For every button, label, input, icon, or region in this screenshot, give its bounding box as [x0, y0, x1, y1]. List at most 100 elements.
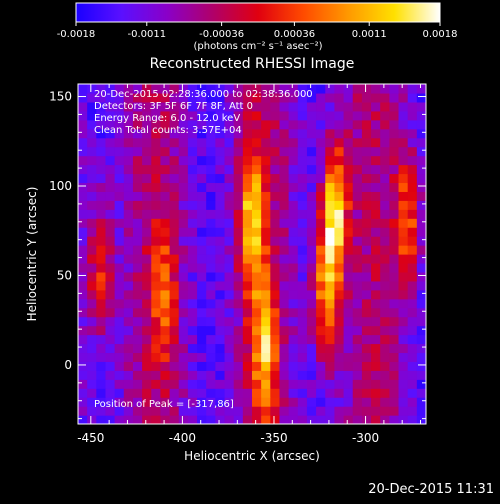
heatmap-cell: [178, 182, 189, 192]
heatmap-cell: [270, 227, 281, 237]
heatmap-cell: [389, 84, 400, 94]
heatmap-cell: [380, 92, 390, 103]
heatmap-cell: [160, 173, 171, 184]
heatmap-cell: [334, 415, 345, 424]
heatmap-cell: [389, 182, 400, 192]
heatmap-cell: [114, 209, 125, 219]
heatmap-cell: [197, 307, 207, 318]
heatmap-cell: [270, 245, 281, 255]
heatmap-cell: [389, 209, 400, 219]
heatmap-cell: [398, 119, 409, 130]
heatmap-cell: [398, 254, 409, 264]
heatmap-cell: [325, 379, 336, 389]
heatmap-cell: [407, 352, 418, 362]
heatmap-cell: [169, 92, 180, 103]
heatmap-cell: [78, 370, 88, 380]
heatmap-cell: [224, 334, 235, 345]
heatmap-cell: [343, 182, 354, 192]
heatmap-cell: [197, 298, 207, 309]
heatmap-cell: [398, 352, 409, 362]
heatmap-cell: [343, 352, 354, 362]
heatmap-cell: [142, 245, 152, 255]
heatmap-cell: [123, 227, 134, 237]
heatmap-cell: [407, 200, 418, 210]
heatmap-cell: [87, 397, 97, 407]
heatmap-cell: [398, 182, 409, 192]
heatmap-cell: [416, 298, 426, 309]
heatmap-cell: [407, 406, 418, 416]
heatmap-cell: [389, 397, 400, 407]
heatmap-cell: [325, 146, 336, 157]
heatmap-cell: [334, 397, 345, 407]
heatmap-cell: [178, 137, 189, 148]
heatmap-cell: [123, 146, 134, 157]
heatmap-cell: [270, 325, 281, 336]
colorbar: -0.0018 -0.0011 -0.00036 0.00036 0.0011 0.001…: [57, 2, 458, 52]
heatmap-cell: [407, 343, 418, 354]
heatmap-cell: [279, 316, 290, 327]
heatmap-cell: [233, 182, 244, 192]
heatmap-cell: [316, 262, 326, 273]
heatmap-cell: [288, 325, 299, 336]
heatmap-cell: [407, 298, 418, 309]
heatmap-cell: [224, 200, 235, 210]
heatmap-cell: [132, 227, 143, 237]
heatmap-cell: [123, 370, 134, 380]
heatmap-cell: [316, 352, 326, 362]
heatmap-cell: [96, 236, 107, 246]
heatmap-cell: [361, 110, 372, 121]
heatmap-cell: [398, 173, 409, 184]
heatmap-cell: [297, 173, 308, 184]
heatmap-cell: [224, 137, 235, 148]
heatmap-cell: [197, 370, 207, 380]
heatmap-cell: [252, 137, 262, 148]
heatmap-cell: [288, 254, 299, 264]
heatmap-cell: [233, 155, 244, 166]
heatmap-cell: [142, 110, 152, 121]
heatmap-cell: [334, 191, 345, 201]
heatmap-cell: [407, 218, 418, 228]
heatmap-cell: [242, 236, 253, 246]
heatmap-cell: [261, 110, 271, 121]
heatmap-cell: [206, 343, 216, 354]
heatmap-cell: [105, 352, 116, 362]
heatmap-cell: [270, 254, 281, 264]
heatmap-cell: [325, 361, 336, 371]
heatmap-cell: [160, 289, 171, 300]
heatmap-cell: [105, 334, 116, 345]
heatmap-cell: [297, 334, 308, 345]
heatmap-cell: [416, 352, 426, 362]
heatmap-cell: [261, 379, 271, 389]
heatmap-cell: [270, 352, 281, 362]
heatmap-cell: [215, 119, 226, 130]
heatmap-cell: [96, 200, 107, 210]
heatmap-cell: [398, 110, 409, 121]
heatmap-cell: [371, 325, 381, 336]
heatmap-cell: [215, 173, 226, 184]
heatmap-cell: [132, 200, 143, 210]
heatmap-cell: [123, 280, 134, 291]
heatmap-cell: [123, 182, 134, 192]
heatmap-cell: [123, 173, 134, 184]
heatmap-cell: [306, 110, 317, 121]
heatmap-cell: [389, 227, 400, 237]
heatmap-cell: [343, 307, 354, 318]
heatmap-cell: [371, 110, 381, 121]
heatmap-cell: [371, 227, 381, 237]
heatmap-cell: [215, 84, 226, 94]
heatmap-cell: [197, 101, 207, 112]
heatmap-cells: [78, 84, 426, 424]
heatmap-cell: [87, 173, 97, 184]
heatmap-cell: [132, 415, 143, 424]
heatmap-cell: [78, 236, 88, 246]
heatmap-cell: [87, 119, 97, 130]
heatmap-cell: [416, 343, 426, 354]
heatmap-cell: [270, 307, 281, 318]
heatmap-cell: [187, 101, 198, 112]
heatmap-cell: [398, 406, 409, 416]
heatmap-cell: [261, 352, 271, 362]
heatmap-cell: [279, 271, 290, 282]
heatmap-cell: [132, 280, 143, 291]
heatmap-cell: [151, 280, 162, 291]
heatmap-cell: [187, 361, 198, 371]
